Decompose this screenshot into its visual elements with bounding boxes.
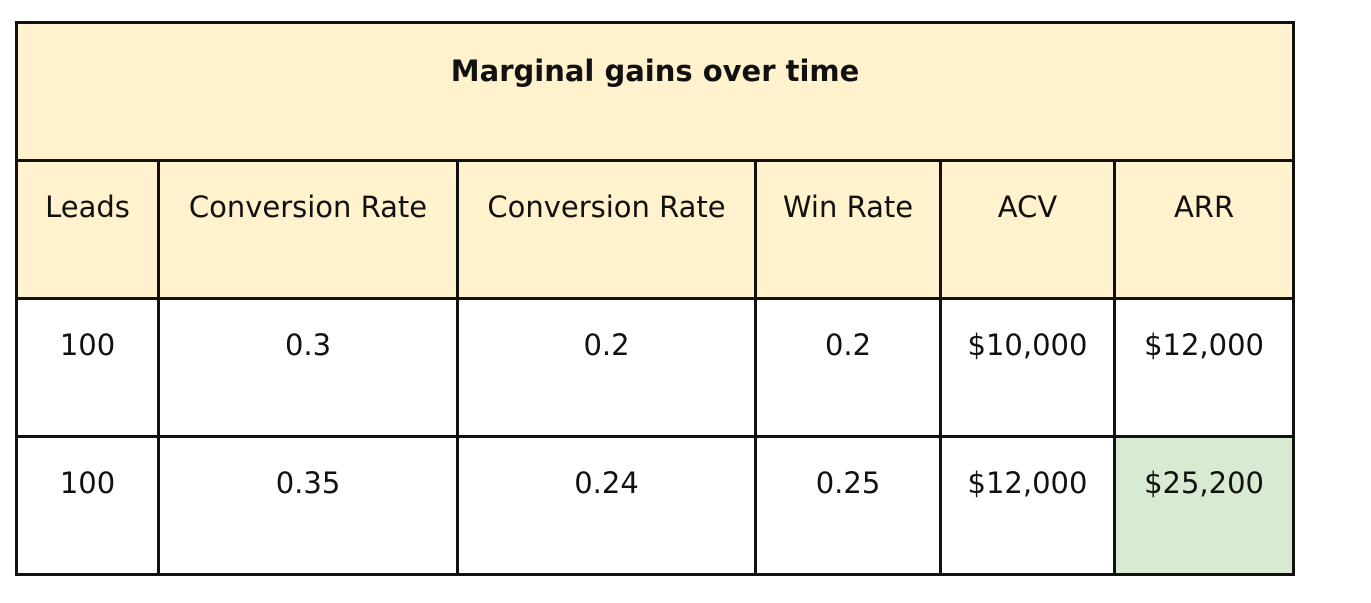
header-acv: ACV	[939, 159, 1116, 300]
header-arr: ARR	[1112, 159, 1296, 300]
cell-conversion-rate-2: 0.24	[456, 435, 757, 576]
cell-conversion-rate-1: 0.3	[157, 297, 459, 438]
cell-acv: $12,000	[939, 435, 1116, 576]
header-win-rate: Win Rate	[754, 159, 942, 300]
table-row: 100 0.3 0.2 0.2 $10,000 $12,000	[15, 297, 1296, 438]
header-leads: Leads	[15, 159, 160, 300]
cell-leads: 100	[15, 297, 160, 438]
cell-win-rate: 0.2	[754, 297, 942, 438]
cell-conversion-rate-1: 0.35	[157, 435, 459, 576]
table-header-row: Leads Conversion Rate Conversion Rate Wi…	[15, 159, 1296, 300]
cell-arr-highlighted: $25,200	[1112, 435, 1296, 576]
marginal-gains-table: Marginal gains over time Leads Conversio…	[14, 21, 1296, 576]
cell-leads: 100	[15, 435, 160, 576]
cell-conversion-rate-2: 0.2	[456, 297, 757, 438]
header-conversion-rate-1: Conversion Rate	[157, 159, 459, 300]
table-row: 100 0.35 0.24 0.25 $12,000 $25,200	[15, 435, 1296, 576]
table-title: Marginal gains over time	[14, 21, 1296, 162]
cell-acv: $10,000	[939, 297, 1116, 438]
header-conversion-rate-2: Conversion Rate	[456, 159, 757, 300]
cell-arr: $12,000	[1112, 297, 1296, 438]
table-title-row: Marginal gains over time	[14, 21, 1296, 162]
cell-win-rate: 0.25	[754, 435, 942, 576]
